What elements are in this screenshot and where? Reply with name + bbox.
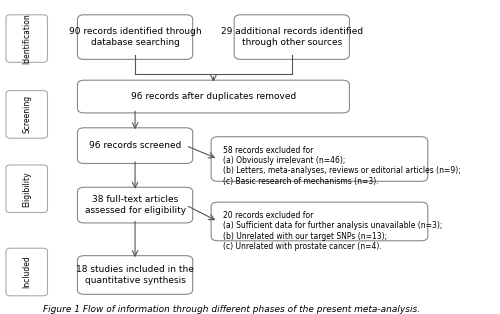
Text: Screening: Screening: [22, 95, 31, 133]
Text: 58 records excluded for
(a) Obviously irrelevant (n=46);
(b) Letters, meta-analy: 58 records excluded for (a) Obviously ir…: [222, 146, 460, 186]
FancyBboxPatch shape: [78, 128, 192, 164]
FancyBboxPatch shape: [78, 187, 192, 223]
Text: 90 records identified through
database searching: 90 records identified through database s…: [69, 27, 202, 47]
FancyBboxPatch shape: [211, 202, 428, 241]
Text: 29 additional records identified
through other sources: 29 additional records identified through…: [220, 27, 363, 47]
Text: 96 records after duplicates removed: 96 records after duplicates removed: [131, 92, 296, 101]
Text: Figure 1 Flow of information through different phases of the present meta-analys: Figure 1 Flow of information through dif…: [44, 305, 420, 314]
FancyBboxPatch shape: [78, 15, 192, 59]
FancyBboxPatch shape: [234, 15, 349, 59]
Text: Eligibility: Eligibility: [22, 171, 31, 207]
FancyBboxPatch shape: [78, 80, 349, 113]
Text: 96 records screened: 96 records screened: [89, 141, 182, 150]
Text: Identification: Identification: [22, 13, 31, 64]
Text: Included: Included: [22, 256, 31, 288]
FancyBboxPatch shape: [6, 15, 48, 62]
Text: 18 studies included in the
quantitative synthesis: 18 studies included in the quantitative …: [76, 265, 194, 285]
FancyBboxPatch shape: [6, 248, 48, 296]
FancyBboxPatch shape: [6, 91, 48, 138]
FancyBboxPatch shape: [211, 137, 428, 181]
FancyBboxPatch shape: [78, 256, 192, 294]
Text: 38 full-text articles
assessed for eligibility: 38 full-text articles assessed for eligi…: [84, 195, 186, 215]
Text: 20 records excluded for
(a) Sufficient data for further analysis unavailable (n=: 20 records excluded for (a) Sufficient d…: [222, 211, 442, 251]
FancyBboxPatch shape: [6, 165, 48, 213]
